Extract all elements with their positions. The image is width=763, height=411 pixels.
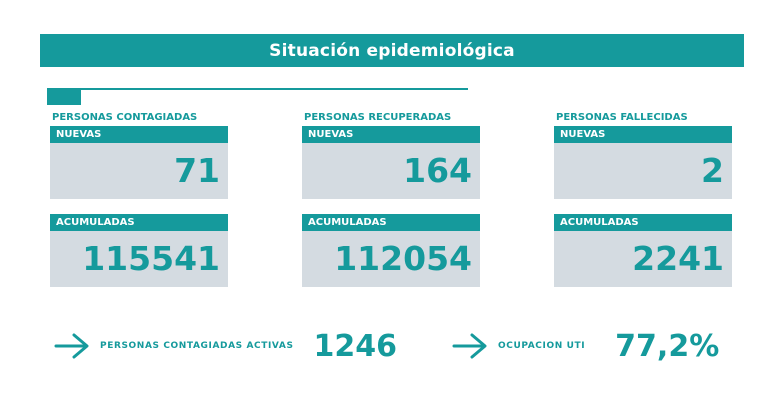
group-label-fallecidas: PERSONAS FALLECIDAS	[556, 112, 688, 123]
card-head-acumuladas: ACUMULADAS	[554, 214, 732, 231]
value-acumuladas-contagiadas: 115541	[82, 239, 220, 278]
card-acumuladas-recuperadas: ACUMULADAS 112054	[302, 214, 480, 287]
card-head-nuevas: NUEVAS	[302, 126, 480, 143]
title-bar: Situación epidemiológica	[40, 34, 744, 67]
value-nuevas-fallecidas: 2	[701, 151, 724, 190]
uti-label: OCUPACION UTI	[498, 341, 586, 351]
value-acumuladas-fallecidas: 2241	[632, 239, 724, 278]
card-head-nuevas: NUEVAS	[50, 126, 228, 143]
uti-value: 77,2%	[615, 328, 720, 364]
accent-square	[47, 88, 81, 105]
card-head-nuevas: NUEVAS	[554, 126, 732, 143]
group-contagiadas: PERSONAS CONTAGIADAS NUEVAS 71 ACUMULADA…	[50, 111, 228, 287]
group-fallecidas: PERSONAS FALLECIDAS NUEVAS 2 ACUMULADAS …	[554, 111, 732, 287]
arrow-right-icon	[452, 333, 487, 359]
card-nuevas-contagiadas: NUEVAS 71	[50, 126, 228, 199]
value-nuevas-recuperadas: 164	[403, 151, 472, 190]
card-nuevas-recuperadas: NUEVAS 164	[302, 126, 480, 199]
activas-value: 1246	[313, 328, 398, 364]
card-acumuladas-contagiadas: ACUMULADAS 115541	[50, 214, 228, 287]
group-label-contagiadas: PERSONAS CONTAGIADAS	[52, 112, 198, 123]
value-nuevas-contagiadas: 71	[174, 151, 220, 190]
activas-label: PERSONAS CONTAGIADAS ACTIVAS	[100, 341, 294, 351]
activas-row: PERSONAS CONTAGIADAS ACTIVAS 1246	[54, 326, 397, 366]
group-recuperadas: PERSONAS RECUPERADAS NUEVAS 164 ACUMULAD…	[302, 111, 480, 287]
page-title: Situación epidemiológica	[269, 40, 515, 61]
card-head-acumuladas: ACUMULADAS	[50, 214, 228, 231]
card-nuevas-fallecidas: NUEVAS 2	[554, 126, 732, 199]
card-acumuladas-fallecidas: ACUMULADAS 2241	[554, 214, 732, 287]
group-label-recuperadas: PERSONAS RECUPERADAS	[304, 112, 452, 123]
value-acumuladas-recuperadas: 112054	[334, 239, 472, 278]
accent-line	[47, 88, 468, 90]
card-head-acumuladas: ACUMULADAS	[302, 214, 480, 231]
arrow-right-icon	[54, 333, 89, 359]
uti-row: OCUPACION UTI 77,2%	[452, 326, 719, 366]
